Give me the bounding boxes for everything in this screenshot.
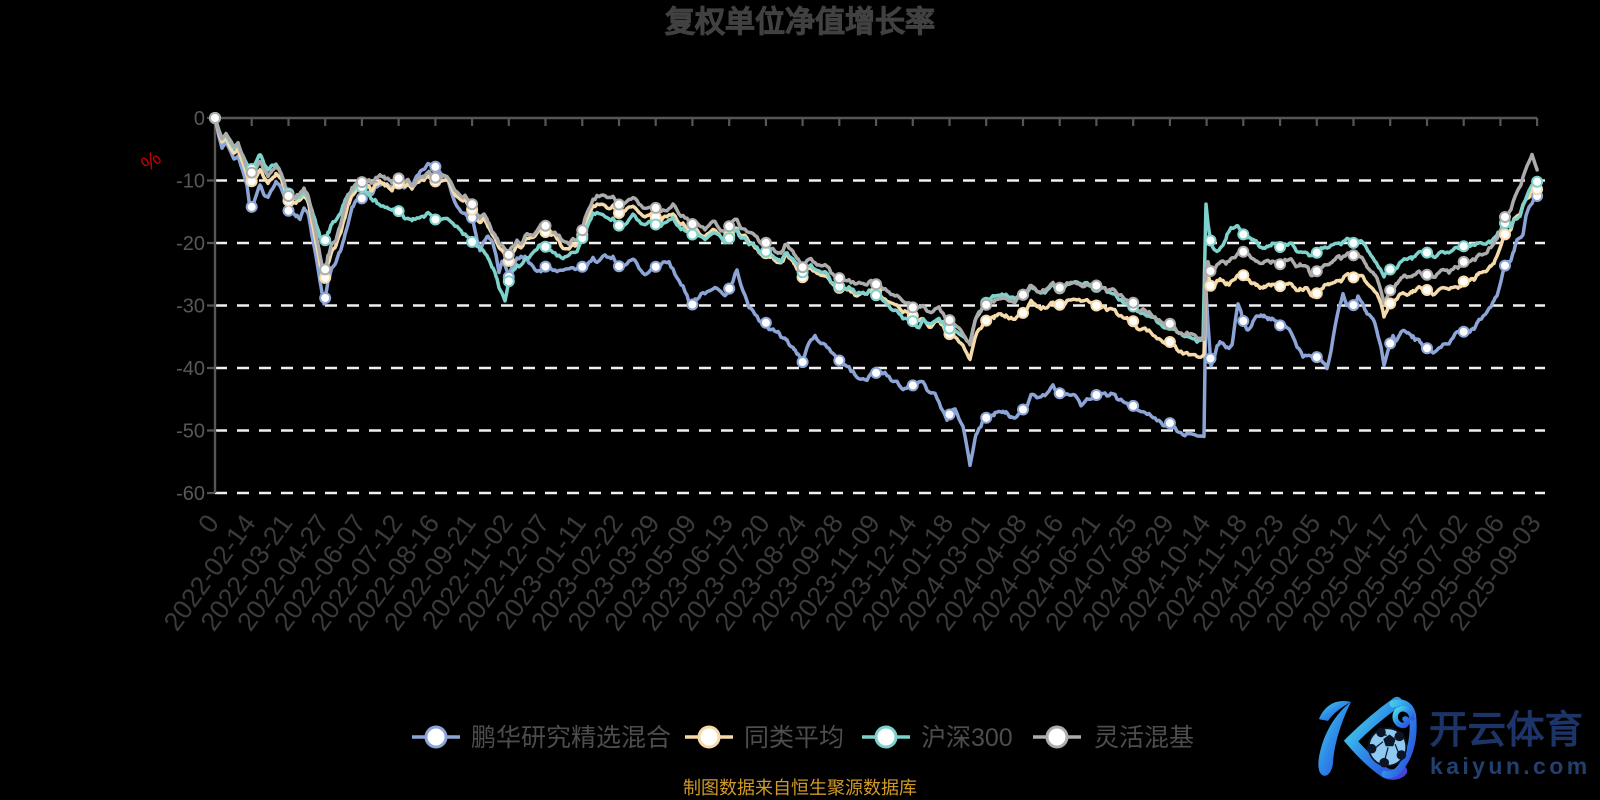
- svg-text:-40: -40: [176, 358, 205, 380]
- svg-text:开云体育: 开云体育: [1429, 709, 1583, 752]
- svg-text:制图数据来自恒生聚源数据库: 制图数据来自恒生聚源数据库: [683, 778, 917, 798]
- svg-text:-60: -60: [176, 483, 205, 505]
- svg-text:-20: -20: [176, 233, 205, 255]
- svg-text:kaiyun.com: kaiyun.com: [1430, 753, 1591, 779]
- svg-text:0: 0: [194, 108, 205, 130]
- svg-text:-10: -10: [176, 171, 205, 193]
- svg-text:沪深300: 沪深300: [921, 724, 1013, 752]
- svg-text:同类平均: 同类平均: [744, 724, 844, 752]
- svg-text:复权单位净值增长率: 复权单位净值增长率: [665, 5, 935, 39]
- svg-text:-50: -50: [176, 421, 205, 443]
- svg-text:灵活混基: 灵活混基: [1094, 724, 1194, 752]
- svg-text:鹏华研究精选混合: 鹏华研究精选混合: [471, 724, 671, 752]
- svg-text:-30: -30: [176, 296, 205, 318]
